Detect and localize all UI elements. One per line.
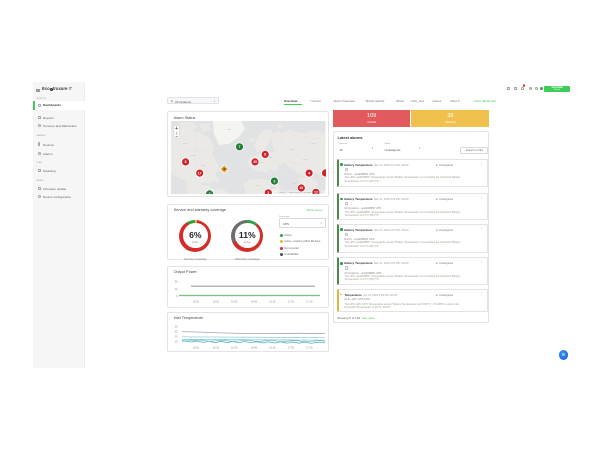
svg-text:+: + [176, 126, 179, 132]
svg-text:3: 3 [274, 179, 276, 183]
svg-text:2: 2 [268, 191, 270, 194]
svg-text:16:40: 16:40 [251, 345, 258, 349]
svg-text:13: 13 [314, 190, 318, 194]
svg-text:16:20: 16:20 [212, 345, 219, 349]
svg-text:45: 45 [254, 160, 258, 164]
svg-text:Leaflet | © OpenStreetMap cont: Leaflet | © OpenStreetMap contributors ©… [279, 191, 324, 194]
svg-text:25: 25 [174, 330, 177, 334]
svg-text:17:10: 17:10 [306, 345, 313, 349]
svg-text:17:00: 17:00 [287, 345, 294, 349]
svg-text:15: 15 [174, 340, 177, 344]
svg-text:19: 19 [300, 186, 304, 190]
svg-text:20: 20 [174, 335, 177, 339]
svg-text:0: 0 [176, 294, 178, 298]
svg-text:2: 2 [176, 131, 178, 135]
svg-text:1k: 1k [175, 287, 178, 291]
svg-text:2k: 2k [175, 280, 178, 284]
svg-text:17:00: 17:00 [287, 300, 294, 304]
svg-text:16:20: 16:20 [212, 300, 219, 304]
svg-text:8: 8 [265, 152, 267, 156]
svg-text:16:30: 16:30 [231, 300, 238, 304]
svg-text:8: 8 [185, 160, 187, 164]
svg-text:17:10: 17:10 [306, 300, 313, 304]
svg-text:4: 4 [309, 171, 311, 175]
svg-text:30: 30 [174, 324, 177, 328]
svg-text:16:30: 16:30 [231, 345, 238, 349]
svg-text:16:50: 16:50 [269, 300, 276, 304]
svg-text:16:10: 16:10 [192, 345, 199, 349]
svg-text:16:40: 16:40 [251, 300, 258, 304]
svg-text:17: 17 [198, 171, 202, 175]
svg-text:–: – [176, 134, 179, 140]
svg-text:7: 7 [239, 145, 241, 149]
svg-text:2: 2 [209, 192, 211, 194]
svg-text:16:10: 16:10 [192, 300, 199, 304]
svg-text:16:50: 16:50 [269, 345, 276, 349]
